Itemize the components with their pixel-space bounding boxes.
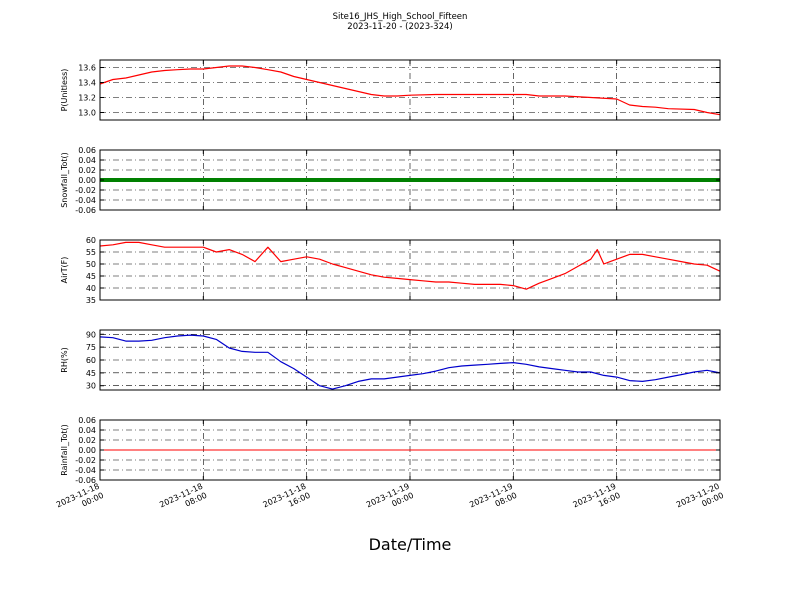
- y-tick-label: 55: [86, 248, 96, 257]
- y-tick-label: 13.2: [78, 94, 96, 103]
- x-axis-label: Date/Time: [369, 535, 452, 554]
- y-tick-label: -0.02: [75, 186, 96, 195]
- y-tick-label: 75: [86, 343, 96, 352]
- y-tick-label: -0.06: [75, 206, 96, 215]
- subplot-5: -0.06-0.04-0.020.000.020.040.06 Rainfall_…: [60, 416, 721, 485]
- y-tick-label: 0.04: [78, 426, 96, 435]
- y-axis-label: RH(%): [60, 347, 69, 372]
- y-tick-label: 40: [86, 284, 96, 293]
- y-axis-label: Snowfall_Tot(): [60, 152, 69, 208]
- y-tick-label: 0.02: [78, 166, 96, 175]
- y-tick-label: -0.04: [75, 196, 96, 205]
- y-tick-label: 60: [86, 356, 96, 365]
- y-tick-label: 60: [86, 236, 96, 245]
- x-axis-tick-labels: 2023-11-1800:00 2023-11-1808:00 2023-11-18…: [55, 482, 725, 519]
- y-axis-label: AirT(F): [60, 257, 69, 284]
- gridlines: [100, 330, 720, 390]
- y-tick-label: 0.02: [78, 436, 96, 445]
- y-tick-label: -0.04: [75, 466, 96, 475]
- chart-subtitle: 2023-11-20 - (2023-324): [347, 22, 452, 32]
- y-axis-ticks: -0.06-0.04-0.020.000.020.040.06: [75, 416, 720, 485]
- y-axis-ticks: 13.0 13.2 13.4 13.6: [78, 64, 720, 118]
- subplot-2: -0.06-0.04-0.020.000.020.040.06 Snowfall_…: [60, 146, 721, 215]
- x-tick-label: 2023-11-1800:00: [55, 482, 105, 519]
- series-line: [99, 334, 721, 390]
- y-tick-label: 13.6: [78, 64, 96, 73]
- x-tick-label: 2023-11-1816:00: [262, 482, 312, 519]
- y-tick-label: 0.00: [78, 176, 96, 185]
- x-tick-label: 2023-11-1900:00: [365, 482, 415, 519]
- y-tick-label: 13.0: [78, 109, 96, 118]
- y-tick-label: 30: [86, 382, 96, 391]
- y-tick-label: 35: [86, 296, 96, 305]
- y-axis-ticks: -0.06-0.04-0.020.000.020.040.06: [75, 146, 720, 215]
- y-tick-label: 45: [86, 369, 96, 378]
- gridlines: [100, 240, 720, 300]
- x-tick-label: 2023-11-1808:00: [158, 482, 208, 519]
- series-line: [99, 241, 721, 290]
- y-axis-ticks: 35 40 45 50 55 60: [86, 236, 720, 305]
- y-tick-label: 0.06: [78, 416, 96, 425]
- y-axis-ticks: 30 45 60 75 90: [86, 330, 720, 391]
- y-tick-label: 0.04: [78, 156, 96, 165]
- y-tick-label: -0.02: [75, 456, 96, 465]
- x-tick-label: 2023-11-1916:00: [572, 482, 622, 519]
- y-tick-label: 45: [86, 272, 96, 281]
- x-tick-label: 2023-11-1908:00: [468, 482, 518, 519]
- subplot-3: 35 40 45 50 55 60 AirT(F): [60, 236, 721, 305]
- series-line: [99, 65, 721, 116]
- y-tick-label: 90: [86, 330, 96, 339]
- y-tick-label: 0.06: [78, 146, 96, 155]
- subplot-1: 13.0 13.2 13.4 13.6 P(Unitless): [60, 59, 721, 121]
- subplot-4: 30 45 60 75 90 RH(%): [60, 329, 721, 391]
- y-axis-label: Rainfall_Tot(): [60, 424, 69, 476]
- chart-title: Site16_JHS_High_School_Fifteen: [333, 12, 468, 22]
- y-tick-label: 0.00: [78, 446, 96, 455]
- gridlines: [100, 60, 720, 120]
- x-tick-label: 2023-11-2000:00: [675, 482, 725, 519]
- y-axis-label: P(Unitless): [60, 69, 69, 112]
- subplots: 13.013.213.413.6P(Unitless)-0.06-0.04-0.…: [60, 59, 721, 485]
- y-tick-label: 50: [86, 260, 96, 269]
- y-tick-label: -0.06: [75, 476, 96, 485]
- y-tick-label: 13.4: [78, 79, 96, 88]
